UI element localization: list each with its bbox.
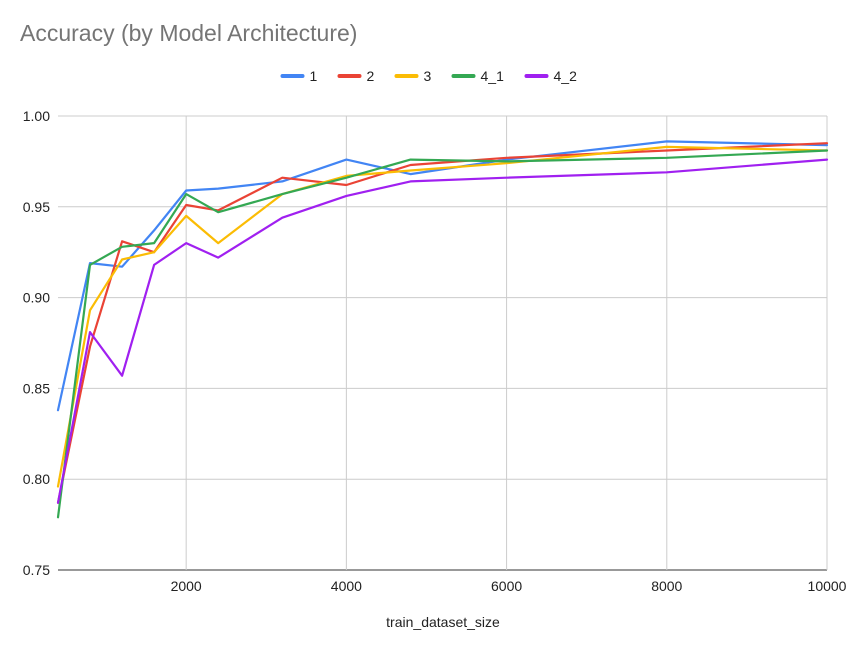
legend-item-4-1: 4_1 (451, 68, 505, 84)
y-tick-label: 0.90 (23, 290, 50, 306)
y-tick-label: 0.80 (23, 471, 50, 487)
legend-item-2: 2 (337, 68, 375, 84)
y-tick-label: 0.95 (23, 199, 50, 215)
x-axis-ticks: 2000 4000 6000 8000 10000 (171, 578, 847, 594)
x-tick-label: 4000 (331, 578, 362, 594)
y-axis-ticks: 0.75 0.80 0.85 0.90 0.95 1.00 (23, 108, 50, 578)
x-tick-label: 2000 (171, 578, 202, 594)
legend-item-1: 1 (280, 68, 318, 84)
legend-item-4-2: 4_2 (524, 68, 578, 84)
series-line-4-2 (56, 158, 829, 504)
legend: 1 2 3 4_1 4_2 (280, 68, 578, 84)
x-tick-label: 10000 (808, 578, 847, 594)
chart-title: Accuracy (by Model Architecture) (20, 20, 358, 46)
series-lines (56, 140, 829, 519)
y-tick-label: 1.00 (23, 108, 50, 124)
x-tick-label: 8000 (651, 578, 682, 594)
x-axis-title: train_dataset_size (386, 614, 500, 630)
gridlines (58, 115, 828, 571)
series-line-1 (56, 140, 829, 412)
legend-label: 2 (367, 68, 375, 84)
series-line-3 (56, 145, 829, 488)
series-line-2 (56, 142, 829, 504)
legend-label: 1 (310, 68, 318, 84)
legend-item-3: 3 (394, 68, 432, 84)
series-line-4-1 (56, 149, 829, 519)
y-tick-label: 0.85 (23, 380, 50, 396)
legend-label: 4_2 (554, 68, 578, 84)
y-tick-label: 0.75 (23, 562, 50, 578)
x-tick-label: 6000 (491, 578, 522, 594)
legend-label: 3 (424, 68, 432, 84)
legend-label: 4_1 (481, 68, 505, 84)
